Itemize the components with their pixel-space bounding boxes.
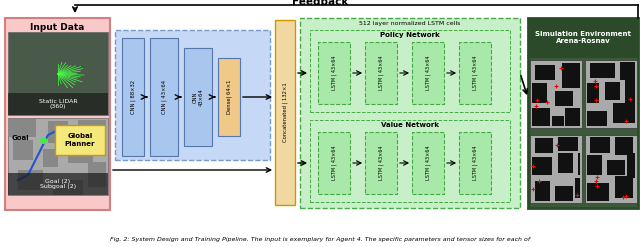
Bar (528, 18, 638, 208)
Text: Concatenated | 132×1: Concatenated | 132×1 (282, 83, 288, 142)
Bar (184, 48, 212, 146)
Bar (607, 160, 625, 175)
Bar (318, 42, 350, 104)
Text: LSTM | 43×64: LSTM | 43×64 (332, 56, 337, 90)
Bar (587, 183, 609, 201)
Text: CNN
43×64: CNN 43×64 (193, 88, 204, 106)
Bar (48, 121, 68, 143)
Bar (88, 162, 106, 187)
Bar (5, 18, 110, 210)
Text: Fig. 2: System Design and Training Pipeline. The input is exemplary for Agent 4.: Fig. 2: System Design and Training Pipel… (110, 236, 530, 242)
Bar (365, 42, 397, 104)
Text: LSTM | 43×64: LSTM | 43×64 (425, 56, 431, 90)
Bar (558, 137, 578, 151)
Bar (310, 120, 510, 202)
Bar (18, 170, 43, 190)
Bar (78, 120, 106, 140)
Bar (122, 38, 144, 156)
Text: 512 layer normalized LSTM cells: 512 layer normalized LSTM cells (359, 21, 461, 26)
Bar (532, 157, 552, 175)
Bar (578, 153, 580, 175)
Bar (555, 186, 573, 201)
Text: LSTM | 43×64: LSTM | 43×64 (332, 146, 337, 180)
Bar (13, 140, 33, 160)
Bar (528, 18, 638, 58)
Text: CNN | 88×32: CNN | 88×32 (131, 80, 136, 114)
Bar (459, 42, 491, 104)
Text: LSTM | 43×64: LSTM | 43×64 (425, 146, 431, 180)
Bar (8, 119, 36, 137)
Text: Goal: Goal (11, 135, 29, 141)
Bar (620, 62, 635, 80)
Bar (150, 38, 178, 156)
Bar (615, 137, 633, 155)
Bar (535, 181, 550, 201)
Bar (535, 138, 553, 153)
Bar (310, 30, 510, 112)
Bar (535, 65, 555, 80)
Bar (615, 176, 633, 198)
Bar (562, 63, 580, 88)
Text: LSTM | 43×64: LSTM | 43×64 (472, 56, 477, 90)
Bar (587, 83, 599, 103)
Bar (8, 93, 108, 115)
Bar (575, 178, 580, 198)
Bar (365, 132, 397, 194)
Text: LSTM | 43×64: LSTM | 43×64 (472, 146, 477, 180)
Bar (590, 63, 615, 78)
Bar (68, 148, 93, 163)
Text: Static LIDAR
(360): Static LIDAR (360) (38, 99, 77, 109)
Bar (590, 137, 610, 153)
Bar (412, 132, 444, 194)
Bar (532, 83, 547, 103)
Text: CNN | 43×64: CNN | 43×64 (161, 80, 167, 114)
Bar (585, 135, 637, 203)
Text: Feedback: Feedback (292, 0, 348, 7)
Bar (558, 153, 573, 173)
Bar (300, 18, 520, 208)
Bar (8, 32, 108, 115)
Bar (8, 118, 108, 195)
Bar (565, 108, 580, 126)
Bar (8, 173, 108, 195)
Text: Dense| 64×1: Dense| 64×1 (227, 80, 232, 114)
Bar (555, 91, 573, 106)
Bar (43, 149, 58, 167)
Bar (530, 60, 582, 128)
Text: Simulation Environment
Arena-Rosnav: Simulation Environment Arena-Rosnav (535, 32, 631, 44)
Bar (459, 132, 491, 194)
Text: Value Network: Value Network (381, 122, 439, 128)
Bar (412, 42, 444, 104)
Bar (532, 108, 550, 126)
Bar (218, 58, 240, 136)
Bar (115, 30, 270, 160)
Bar (627, 153, 635, 178)
Bar (552, 116, 564, 126)
Bar (605, 82, 620, 100)
Bar (625, 78, 635, 103)
Bar (587, 111, 607, 126)
Bar (530, 135, 582, 203)
Bar (318, 132, 350, 194)
Text: LSTM | 43×64: LSTM | 43×64 (378, 146, 384, 180)
Text: Global
Planner: Global Planner (65, 133, 95, 146)
Bar (53, 180, 83, 195)
Text: LSTM | 43×64: LSTM | 43×64 (378, 56, 384, 90)
Text: Goal (2)
Subgoal (2): Goal (2) Subgoal (2) (40, 179, 76, 189)
Bar (585, 60, 637, 128)
Bar (613, 103, 635, 123)
Bar (587, 155, 602, 175)
Text: Input Data: Input Data (30, 23, 84, 33)
Bar (275, 20, 295, 205)
Bar (55, 125, 105, 155)
Text: Policy Network: Policy Network (380, 32, 440, 38)
